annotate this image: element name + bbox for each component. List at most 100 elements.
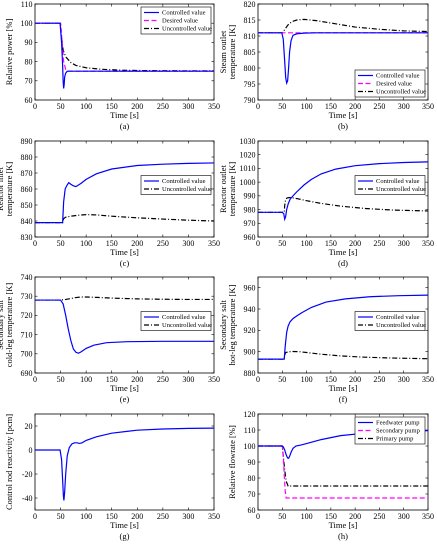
y-tick-label: 90 bbox=[248, 458, 256, 467]
y-tick-label: 920 bbox=[244, 326, 256, 335]
chart-panel-1: 0 50 100 150 200 250 300 350 60 70 80 90 100 110 Time … bbox=[4, 0, 220, 131]
x-axis-label: Time [s] bbox=[110, 247, 139, 257]
x-axis-label: Time [s] bbox=[329, 110, 358, 120]
y-tick-label: 60 bbox=[25, 96, 33, 105]
y-tick-label: 80 bbox=[25, 57, 33, 66]
x-tick-label: 150 bbox=[106, 102, 118, 111]
y-tick-label: 880 bbox=[21, 153, 33, 162]
x-tick-label: 300 bbox=[398, 239, 410, 248]
panel-label: (a) bbox=[120, 121, 130, 131]
series-line-1 bbox=[258, 161, 428, 222]
chart-panel-5: 0 50 100 150 200 250 300 350 690 700 710 720 730 740 T… bbox=[0, 273, 220, 404]
y-tick-label: 900 bbox=[244, 347, 256, 356]
x-tick-label: 50 bbox=[278, 239, 286, 248]
y-tick-label: 720 bbox=[21, 311, 33, 320]
y-tick-label: 880 bbox=[244, 369, 256, 378]
x-tick-label: 250 bbox=[373, 239, 385, 248]
panel-label: (c) bbox=[120, 258, 130, 268]
legend-box bbox=[354, 175, 426, 195]
series-line-1 bbox=[258, 32, 428, 86]
series-line-1 bbox=[258, 430, 428, 460]
x-tick-label: 150 bbox=[325, 375, 337, 384]
x-tick-label: 0 bbox=[33, 239, 37, 248]
series-line-1 bbox=[35, 162, 214, 224]
x-tick-label: 300 bbox=[182, 512, 194, 521]
legend-box bbox=[354, 311, 426, 331]
legend-label: Uncontrolled value bbox=[376, 89, 426, 96]
y-tick-label: 1030 bbox=[240, 137, 256, 146]
y-tick-label: 850 bbox=[21, 201, 33, 210]
y-tick-label: 860 bbox=[21, 185, 33, 194]
y-tick-label: 810 bbox=[244, 32, 256, 41]
chart-panel-7: 0 50 100 150 200 250 300 350 -40 -20 0 20 Time [s] Co… bbox=[4, 413, 220, 541]
y-tick-label: 795 bbox=[244, 80, 256, 89]
y-tick-label: 690 bbox=[21, 369, 33, 378]
y-axis-label: Control rod reactivity [pcm] bbox=[4, 414, 14, 510]
x-tick-label: 200 bbox=[349, 239, 361, 248]
x-axis-label: Time [s] bbox=[329, 247, 358, 257]
legend-label: Feedwater pump bbox=[376, 420, 420, 427]
y-tick-label: 870 bbox=[21, 169, 33, 178]
y-tick-label: -40 bbox=[22, 494, 33, 503]
x-tick-label: 300 bbox=[182, 375, 194, 384]
x-tick-label: 100 bbox=[80, 239, 92, 248]
x-tick-label: 350 bbox=[208, 102, 220, 111]
x-tick-label: 350 bbox=[208, 239, 220, 248]
legend-box bbox=[140, 311, 212, 331]
y-tick-label: 100 bbox=[244, 442, 256, 451]
plot-frame bbox=[34, 413, 215, 511]
legend-box bbox=[140, 175, 212, 195]
legend-label: Desired value bbox=[376, 81, 412, 88]
y-tick-label: 70 bbox=[25, 77, 33, 86]
y-axis-label: hot-leg temperature [K] bbox=[227, 284, 237, 365]
x-tick-label: 200 bbox=[131, 102, 143, 111]
y-tick-label: 830 bbox=[21, 233, 33, 242]
y-axis-label: Secondary salt bbox=[218, 299, 228, 349]
x-tick-label: 350 bbox=[422, 375, 434, 384]
y-tick-label: 1020 bbox=[240, 151, 256, 160]
y-tick-label: 980 bbox=[244, 205, 256, 214]
x-tick-label: 250 bbox=[373, 512, 385, 521]
y-tick-label: 840 bbox=[21, 217, 33, 226]
y-axis-label: Steam outlet bbox=[218, 30, 228, 73]
y-tick-label: 70 bbox=[248, 490, 256, 499]
x-tick-label: 200 bbox=[349, 102, 361, 111]
series-line-2 bbox=[258, 445, 428, 499]
y-tick-label: 110 bbox=[21, 0, 33, 9]
x-tick-label: 50 bbox=[57, 512, 65, 521]
y-tick-label: 800 bbox=[244, 64, 256, 73]
x-tick-label: 50 bbox=[57, 239, 65, 248]
y-tick-label: 120 bbox=[244, 410, 256, 419]
y-tick-label: 1000 bbox=[240, 178, 256, 187]
x-tick-label: 300 bbox=[182, 102, 194, 111]
x-tick-label: 300 bbox=[398, 512, 410, 521]
x-tick-label: 150 bbox=[106, 239, 118, 248]
x-tick-label: 100 bbox=[301, 102, 313, 111]
y-axis-label: Relative flowrate [%] bbox=[227, 425, 237, 499]
plot-frame bbox=[257, 140, 429, 238]
x-tick-label: 200 bbox=[131, 512, 143, 521]
legend-label: Controlled value bbox=[162, 178, 206, 185]
x-tick-label: 100 bbox=[301, 512, 313, 521]
x-tick-label: 50 bbox=[278, 102, 286, 111]
legend-label: Uncontrolled value bbox=[162, 186, 212, 193]
x-tick-label: 150 bbox=[325, 102, 337, 111]
panel-label: (e) bbox=[120, 394, 130, 404]
x-tick-label: 250 bbox=[157, 375, 169, 384]
y-axis-label: Reactor outlet bbox=[218, 164, 228, 213]
x-tick-label: 100 bbox=[301, 239, 313, 248]
y-axis-label: Relative power [%] bbox=[4, 19, 14, 86]
legend-label: Controlled value bbox=[376, 314, 420, 321]
series-line-3 bbox=[258, 445, 428, 487]
series-line-2 bbox=[35, 296, 214, 301]
chart-panel-8: 0 50 100 150 200 250 300 350 60 70 80 90 100 110 120 Ti… bbox=[227, 410, 434, 541]
y-tick-label: 80 bbox=[248, 474, 256, 483]
y-tick-label: 20 bbox=[25, 422, 33, 431]
x-tick-label: 350 bbox=[422, 102, 434, 111]
legend-label: Controlled value bbox=[376, 178, 420, 185]
